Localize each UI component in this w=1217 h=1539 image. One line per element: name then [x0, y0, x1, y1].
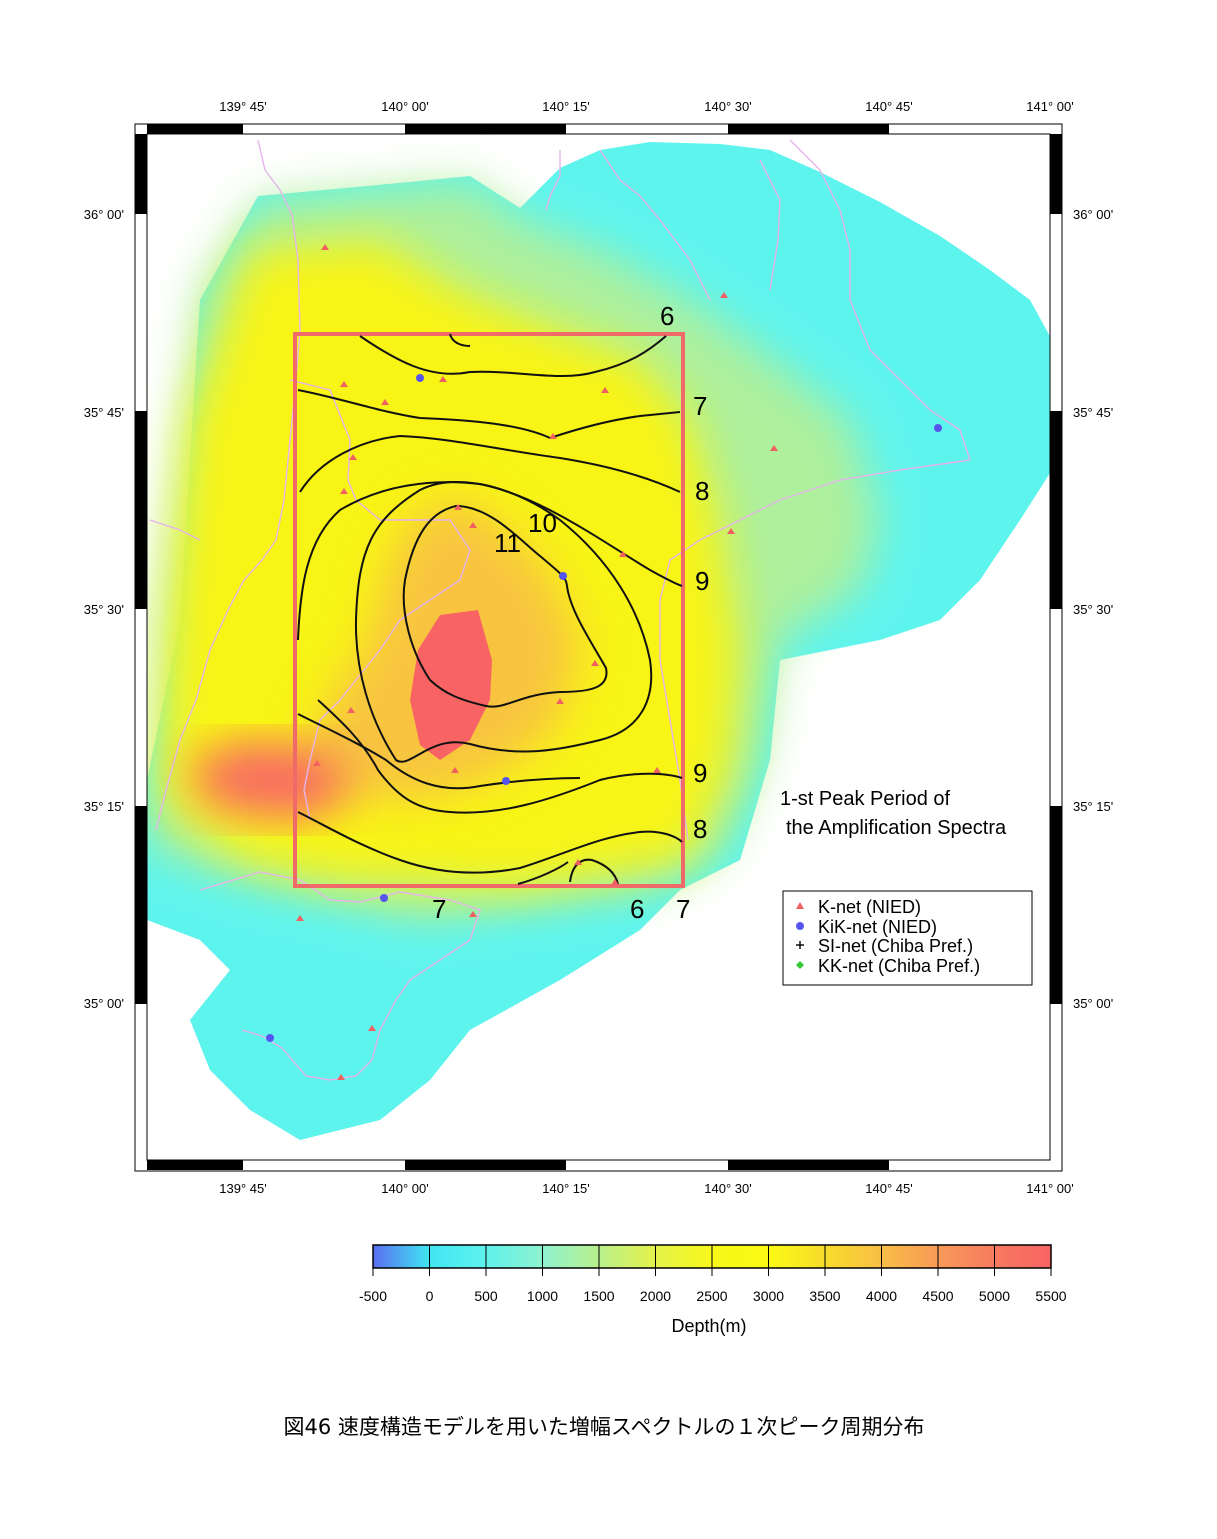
contour-label-10: 10: [528, 508, 557, 538]
legend-plus-icon: [796, 941, 804, 949]
annotation-line-1: 1-st Peak Period of: [780, 788, 951, 810]
legend-circle-icon: [796, 922, 804, 930]
kiknet-stations: [266, 374, 942, 1042]
knet-stations: [296, 244, 778, 1080]
contour-label-7-bottom-left: 7: [432, 894, 446, 924]
lat-tick-left-5: 35° 00': [84, 996, 124, 1011]
annotation-line-2: the Amplification Spectra: [786, 817, 1007, 839]
contour-label-11: 11: [494, 528, 521, 558]
contour-labels: 6 7 8 9 10 11 9 8 7 6 7: [432, 301, 709, 924]
colorbar-tick-label: 3500: [809, 1288, 840, 1304]
contour-label-7-top: 7: [693, 391, 707, 421]
colorbar-tick-label: 500: [474, 1288, 498, 1304]
colorbar-tick-label: 2000: [640, 1288, 671, 1304]
lon-tick-bottom-1: 139° 45': [219, 1181, 266, 1196]
lat-tick-right-3: 35° 30': [1073, 602, 1113, 617]
map-annotation: 1-st Peak Period of the Amplification Sp…: [780, 788, 1007, 839]
colorbar-tick-marks: [372, 1245, 1052, 1276]
contour-label-8-bottom: 8: [693, 814, 707, 844]
legend-label-kknet: KK-net (Chiba Pref.): [818, 956, 980, 976]
lon-tick-bottom-5: 140° 45': [865, 1181, 912, 1196]
colorbar-tick-label: 1500: [583, 1288, 614, 1304]
study-region-box: [293, 332, 685, 888]
depth-field: [147, 142, 1050, 1140]
legend-label-sinet: SI-net (Chiba Pref.): [818, 936, 973, 956]
map-frame: [134, 123, 1063, 1172]
lon-ticks-top: 139° 45' 140° 00' 140° 15' 140° 30' 140°…: [219, 99, 1073, 114]
period-contours: [297, 333, 683, 885]
lat-tick-right-4: 35° 15': [1073, 799, 1113, 814]
lon-tick-top-4: 140° 30': [704, 99, 751, 114]
lat-tick-right-5: 35° 00': [1073, 996, 1113, 1011]
station-legend: K-net (NIED) KiK-net (NIED) SI-net (Chib…: [782, 890, 1033, 986]
legend-diamond-icon: [796, 961, 804, 969]
lat-tick-right-2: 35° 45': [1073, 405, 1113, 420]
colorbar-tick-label: 5500: [1035, 1288, 1066, 1304]
lon-tick-top-1: 139° 45': [219, 99, 266, 114]
lon-tick-top-3: 140° 15': [542, 99, 589, 114]
lon-tick-top-5: 140° 45': [865, 99, 912, 114]
depth-colorbar: -500 0 500 1000 1500 2000 2500 3000 3500 4000 4500…: [359, 1244, 1067, 1336]
stations: [266, 244, 942, 1080]
legend-triangle-icon: [796, 902, 804, 909]
contour-label-8-top: 8: [695, 476, 709, 506]
lat-tick-left-3: 35° 30': [84, 602, 124, 617]
lon-tick-top-6: 141° 00': [1026, 99, 1073, 114]
lon-tick-bottom-2: 140° 00': [381, 1181, 428, 1196]
lon-tick-bottom-4: 140° 30': [704, 1181, 751, 1196]
lon-tick-bottom-3: 140° 15': [542, 1181, 589, 1196]
lon-ticks-bottom: 139° 45' 140° 00' 140° 15' 140° 30' 140°…: [219, 1181, 1073, 1196]
lon-tick-top-2: 140° 00': [381, 99, 428, 114]
contour-label-6-top: 6: [660, 301, 674, 331]
figure-caption: 図46 速度構造モデルを用いた増幅スペクトルの１次ピーク周期分布: [284, 1415, 925, 1439]
colorbar-tick-label: 4000: [866, 1288, 897, 1304]
lat-ticks-left: 36° 00' 35° 45' 35° 30' 35° 15' 35° 00': [84, 207, 124, 1011]
boundary-lines: [149, 139, 971, 1081]
lat-tick-left-2: 35° 45': [84, 405, 124, 420]
colorbar-tick-label: -500: [359, 1288, 387, 1304]
lat-tick-left-4: 35° 15': [84, 799, 124, 814]
contour-label-9-top: 9: [695, 566, 709, 596]
contour-label-9-bottom: 9: [693, 758, 707, 788]
legend-label-knet: K-net (NIED): [818, 897, 921, 917]
legend-label-kiknet: KiK-net (NIED): [818, 917, 937, 937]
colorbar-tick-label: 2500: [696, 1288, 727, 1304]
colorbar-tick-label: 4500: [922, 1288, 953, 1304]
colorbar-tick-label: 3000: [753, 1288, 784, 1304]
lat-ticks-right: 36° 00' 35° 45' 35° 30' 35° 15' 35° 00': [1073, 207, 1113, 1011]
legend-box: [782, 890, 1033, 986]
colorbar-tick-label: 0: [426, 1288, 434, 1304]
colorbar-tick-labels: -500 0 500 1000 1500 2000 2500 3000 3500 4000 4500…: [359, 1288, 1067, 1304]
depth-red-center: [410, 610, 492, 760]
colorbar-title: Depth(m): [671, 1316, 746, 1336]
lat-tick-right-1: 36° 00': [1073, 207, 1113, 222]
contour-label-6-bottom: 6: [630, 894, 644, 924]
colorbar-tick-label: 1000: [527, 1288, 558, 1304]
lon-tick-bottom-6: 141° 00': [1026, 1181, 1073, 1196]
lat-tick-left-1: 36° 00': [84, 207, 124, 222]
colorbar-tick-label: 5000: [979, 1288, 1010, 1304]
contour-label-7-bottom-right: 7: [676, 894, 690, 924]
